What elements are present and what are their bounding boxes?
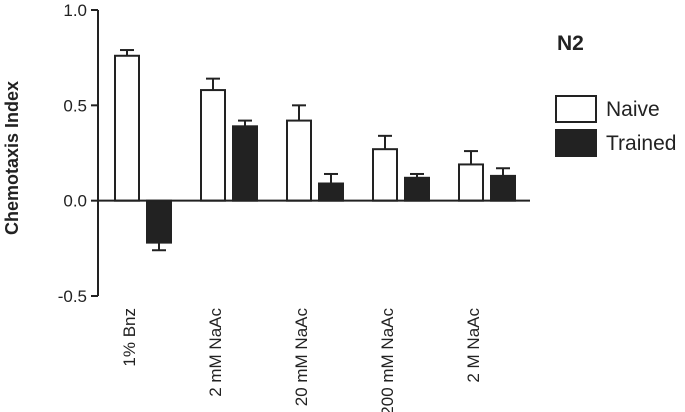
x-tick-label-1-bnz: 1% Bnz (120, 308, 139, 367)
y-tick-label-0-5: -0.5 (58, 287, 87, 306)
x-tick-label-200-mm-naac: 200 mM NaAc (378, 308, 397, 412)
bar-trained-2-m-naac (490, 174, 516, 202)
bar-trained-1-bnz (146, 199, 172, 244)
x-tick-label-20-mm-naac: 20 mM NaAc (292, 308, 311, 407)
bar-naive-20-mm-naac (286, 119, 312, 202)
legend-label-trained: Trained (606, 132, 676, 155)
y-tick-label-0-0: 0.0 (63, 192, 87, 211)
bar-trained-20-mm-naac (318, 182, 344, 202)
bar-naive-1-bnz (114, 54, 140, 202)
legend-label-naive: Naive (606, 98, 660, 121)
legend-swatch-naive (555, 95, 597, 123)
bar-naive-2-m-naac (458, 163, 484, 202)
axes-layer: 1% Bnz 2 mM NaAc 20 mM NaAc 200 mM NaAc 2 M … (58, 1, 530, 412)
legend-swatch-trained (555, 129, 597, 157)
x-tick-label-2-m-naac: 2 M NaAc (464, 308, 483, 383)
bars-layer (114, 49, 516, 252)
legend: Naive Trained (555, 95, 676, 157)
y-tick-label-0-5: 0.5 (63, 96, 87, 115)
legend-title: N2 (557, 32, 584, 55)
bar-naive-2-mm-naac (200, 89, 226, 202)
x-tick-label-2-mm-naac: 2 mM NaAc (206, 308, 225, 397)
y-tick-label-1-0: 1.0 (63, 1, 87, 20)
bar-naive-200-mm-naac (372, 148, 398, 202)
y-axis-title: Chemotaxis Index (2, 81, 22, 235)
bar-trained-200-mm-naac (404, 176, 430, 202)
bar-trained-2-mm-naac (232, 125, 258, 202)
